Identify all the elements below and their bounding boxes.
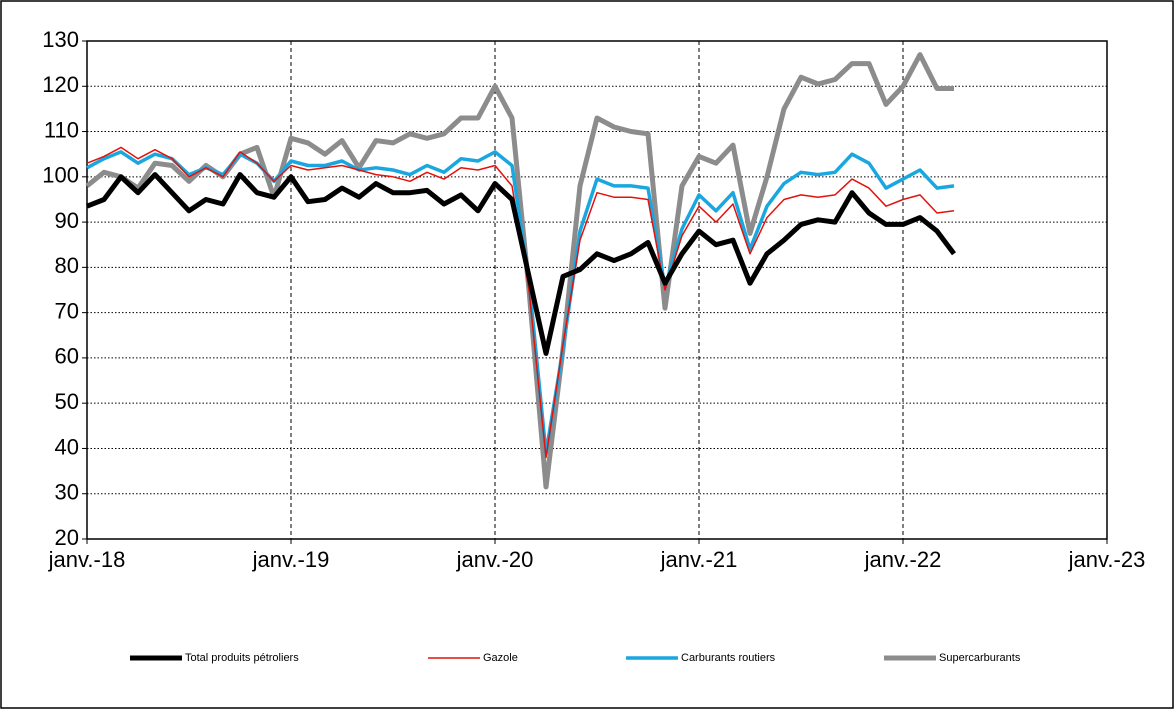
y-tick-label: 20 [55,525,79,550]
x-tick-label: janv.-20 [456,547,534,572]
legend-label: Total produits pétroliers [185,652,299,664]
x-tick-label: janv.-18 [48,547,126,572]
y-tick-label: 70 [55,298,79,323]
legend-label: Carburants routiers [681,652,776,664]
legend-label: Gazole [483,652,518,664]
plot-area [86,40,1108,540]
x-tick-label: janv.-23 [1068,547,1146,572]
y-tick-label: 120 [42,72,79,97]
x-tick-label: janv.-19 [252,547,330,572]
y-tick-label: 100 [42,163,79,188]
legend-label: Supercarburants [939,652,1021,664]
y-tick-label: 50 [55,389,79,414]
y-tick-label: 40 [55,434,79,459]
series-line [86,172,957,356]
y-tick-label: 80 [55,253,79,278]
y-tick-label: 110 [44,117,79,142]
y-tick-label: 90 [55,208,79,233]
y-tick-label: 60 [55,344,79,369]
x-tick-label: janv.-22 [864,547,942,572]
y-tick-label: 130 [42,27,79,52]
x-tick-label: janv.-21 [660,547,738,572]
y-tick-label: 30 [55,480,79,505]
